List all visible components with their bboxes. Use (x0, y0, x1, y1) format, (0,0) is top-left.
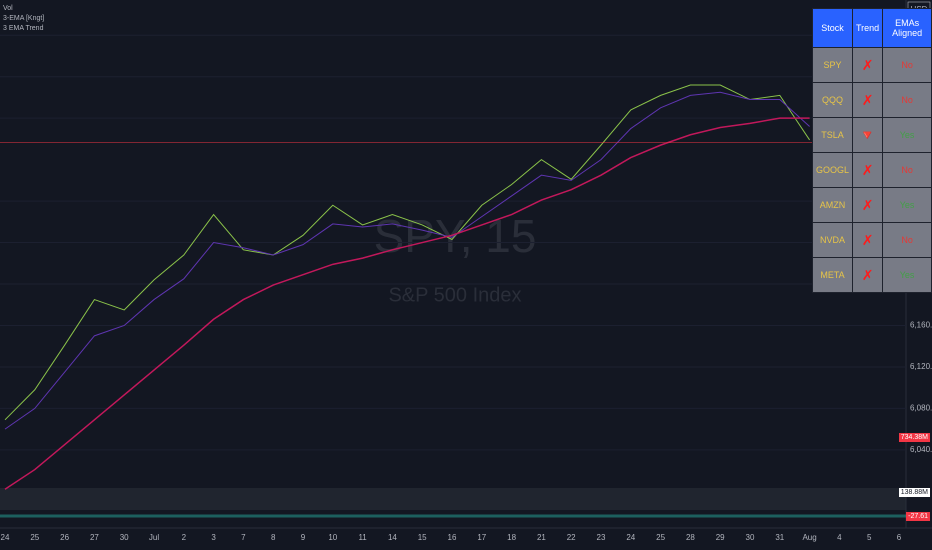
aligned-cell: No (882, 152, 932, 188)
legend-item[interactable]: 3 EMA Trend (3, 25, 44, 32)
header-cell: EMAs Aligned (882, 8, 932, 48)
ema-table: Stock Trend EMAs Aligned SPY ✗ No QQQ ✗ No TSL… (811, 8, 932, 293)
aligned-cell: No (882, 222, 932, 258)
x-tick-label: 10 (328, 533, 337, 542)
table-row: AMZN ✗ Yes (811, 187, 932, 223)
y-tick-label: 6,120.00 (910, 362, 932, 371)
watermark-name: S&P 500 Index (388, 284, 521, 306)
stock-cell: AMZN (811, 187, 854, 223)
table-row: GOOGL ✗ No (811, 152, 932, 188)
stock-cell: SPY (811, 47, 854, 83)
y-tick-label: 6,160.00 (910, 321, 932, 330)
x-tick-label: 24 (626, 533, 635, 542)
volume-band (0, 488, 906, 510)
trend-cell: 🔻 (852, 117, 884, 153)
x-tick-label: 24 (1, 533, 10, 542)
x-tick-label: 30 (746, 533, 755, 542)
x-tick-label: 3 (211, 533, 216, 542)
x-tick-label: 25 (30, 533, 39, 542)
aligned-cell: Yes (882, 117, 932, 153)
indicator-legend: Vol 3-EMA [Kngt] 3 EMA Trend (3, 4, 44, 34)
x-tick-label: 30 (120, 533, 129, 542)
trend-cell: ✗ (852, 187, 884, 223)
x-tick-label: 11 (358, 533, 367, 542)
x-tick-label: 2 (182, 533, 187, 542)
x-tick-label: 28 (686, 533, 695, 542)
x-tick-label: 22 (567, 533, 576, 542)
x-tick-label: 6 (897, 533, 902, 542)
stock-cell: META (811, 257, 854, 293)
stock-cell: NVDA (811, 222, 854, 258)
y-tick-label: 6,040.00 (910, 445, 932, 454)
x-tick-label: 15 (418, 533, 427, 542)
volume-tag: 138.88M (898, 488, 930, 497)
x-tick-label: 29 (716, 533, 725, 542)
header-cell: Trend (852, 8, 884, 48)
legend-item[interactable]: Vol (3, 5, 13, 12)
x-tick-label: 4 (837, 533, 842, 542)
x-tick-label: 9 (301, 533, 306, 542)
table-header: Stock Trend EMAs Aligned (811, 8, 932, 48)
x-tick-label: Jul (149, 533, 159, 542)
x-tick-label: 7 (241, 533, 246, 542)
x-tick-label: 31 (775, 533, 784, 542)
trend-cell: ✗ (852, 47, 884, 83)
table-row: SPY ✗ No (811, 47, 932, 83)
price-line (4, 91, 810, 430)
x-tick-label: 21 (537, 533, 546, 542)
header-cell: Stock (811, 8, 854, 48)
table-row: NVDA ✗ No (811, 222, 932, 258)
stock-cell: QQQ (811, 82, 854, 118)
aligned-cell: No (882, 47, 932, 83)
table-row: TSLA 🔻 Yes (811, 117, 932, 153)
y-tick-label: 6,080.00 (910, 404, 932, 413)
trend-cell: ✗ (852, 152, 884, 188)
x-tick-label: 8 (271, 533, 276, 542)
x-tick-label: 25 (656, 533, 665, 542)
trend-cell: ✗ (852, 257, 884, 293)
price-line (4, 84, 811, 421)
trend-cell: ✗ (852, 222, 884, 258)
x-tick-label: 16 (448, 533, 457, 542)
x-tick-label: 26 (60, 533, 69, 542)
volume-tag: 734.38M (898, 433, 930, 442)
x-tick-label: 18 (507, 533, 516, 542)
table-row: META ✗ Yes (811, 257, 932, 293)
x-tick-label: Aug (802, 533, 816, 542)
legend-item[interactable]: 3-EMA [Kngt] (3, 15, 45, 22)
aligned-cell: Yes (882, 257, 932, 293)
trend-cell: ✗ (852, 82, 884, 118)
price-line (4, 117, 810, 490)
x-tick-label: 27 (90, 533, 99, 542)
table-row: QQQ ✗ No (811, 82, 932, 118)
aligned-cell: Yes (882, 187, 932, 223)
x-tick-label: 17 (477, 533, 486, 542)
stock-cell: GOOGL (811, 152, 854, 188)
aligned-cell: No (882, 82, 932, 118)
x-tick-label: 23 (597, 533, 606, 542)
x-tick-label: 5 (867, 533, 872, 542)
stock-cell: TSLA (811, 117, 854, 153)
oscillator-tag: -27.61 (906, 512, 930, 521)
x-tick-label: 14 (388, 533, 397, 542)
